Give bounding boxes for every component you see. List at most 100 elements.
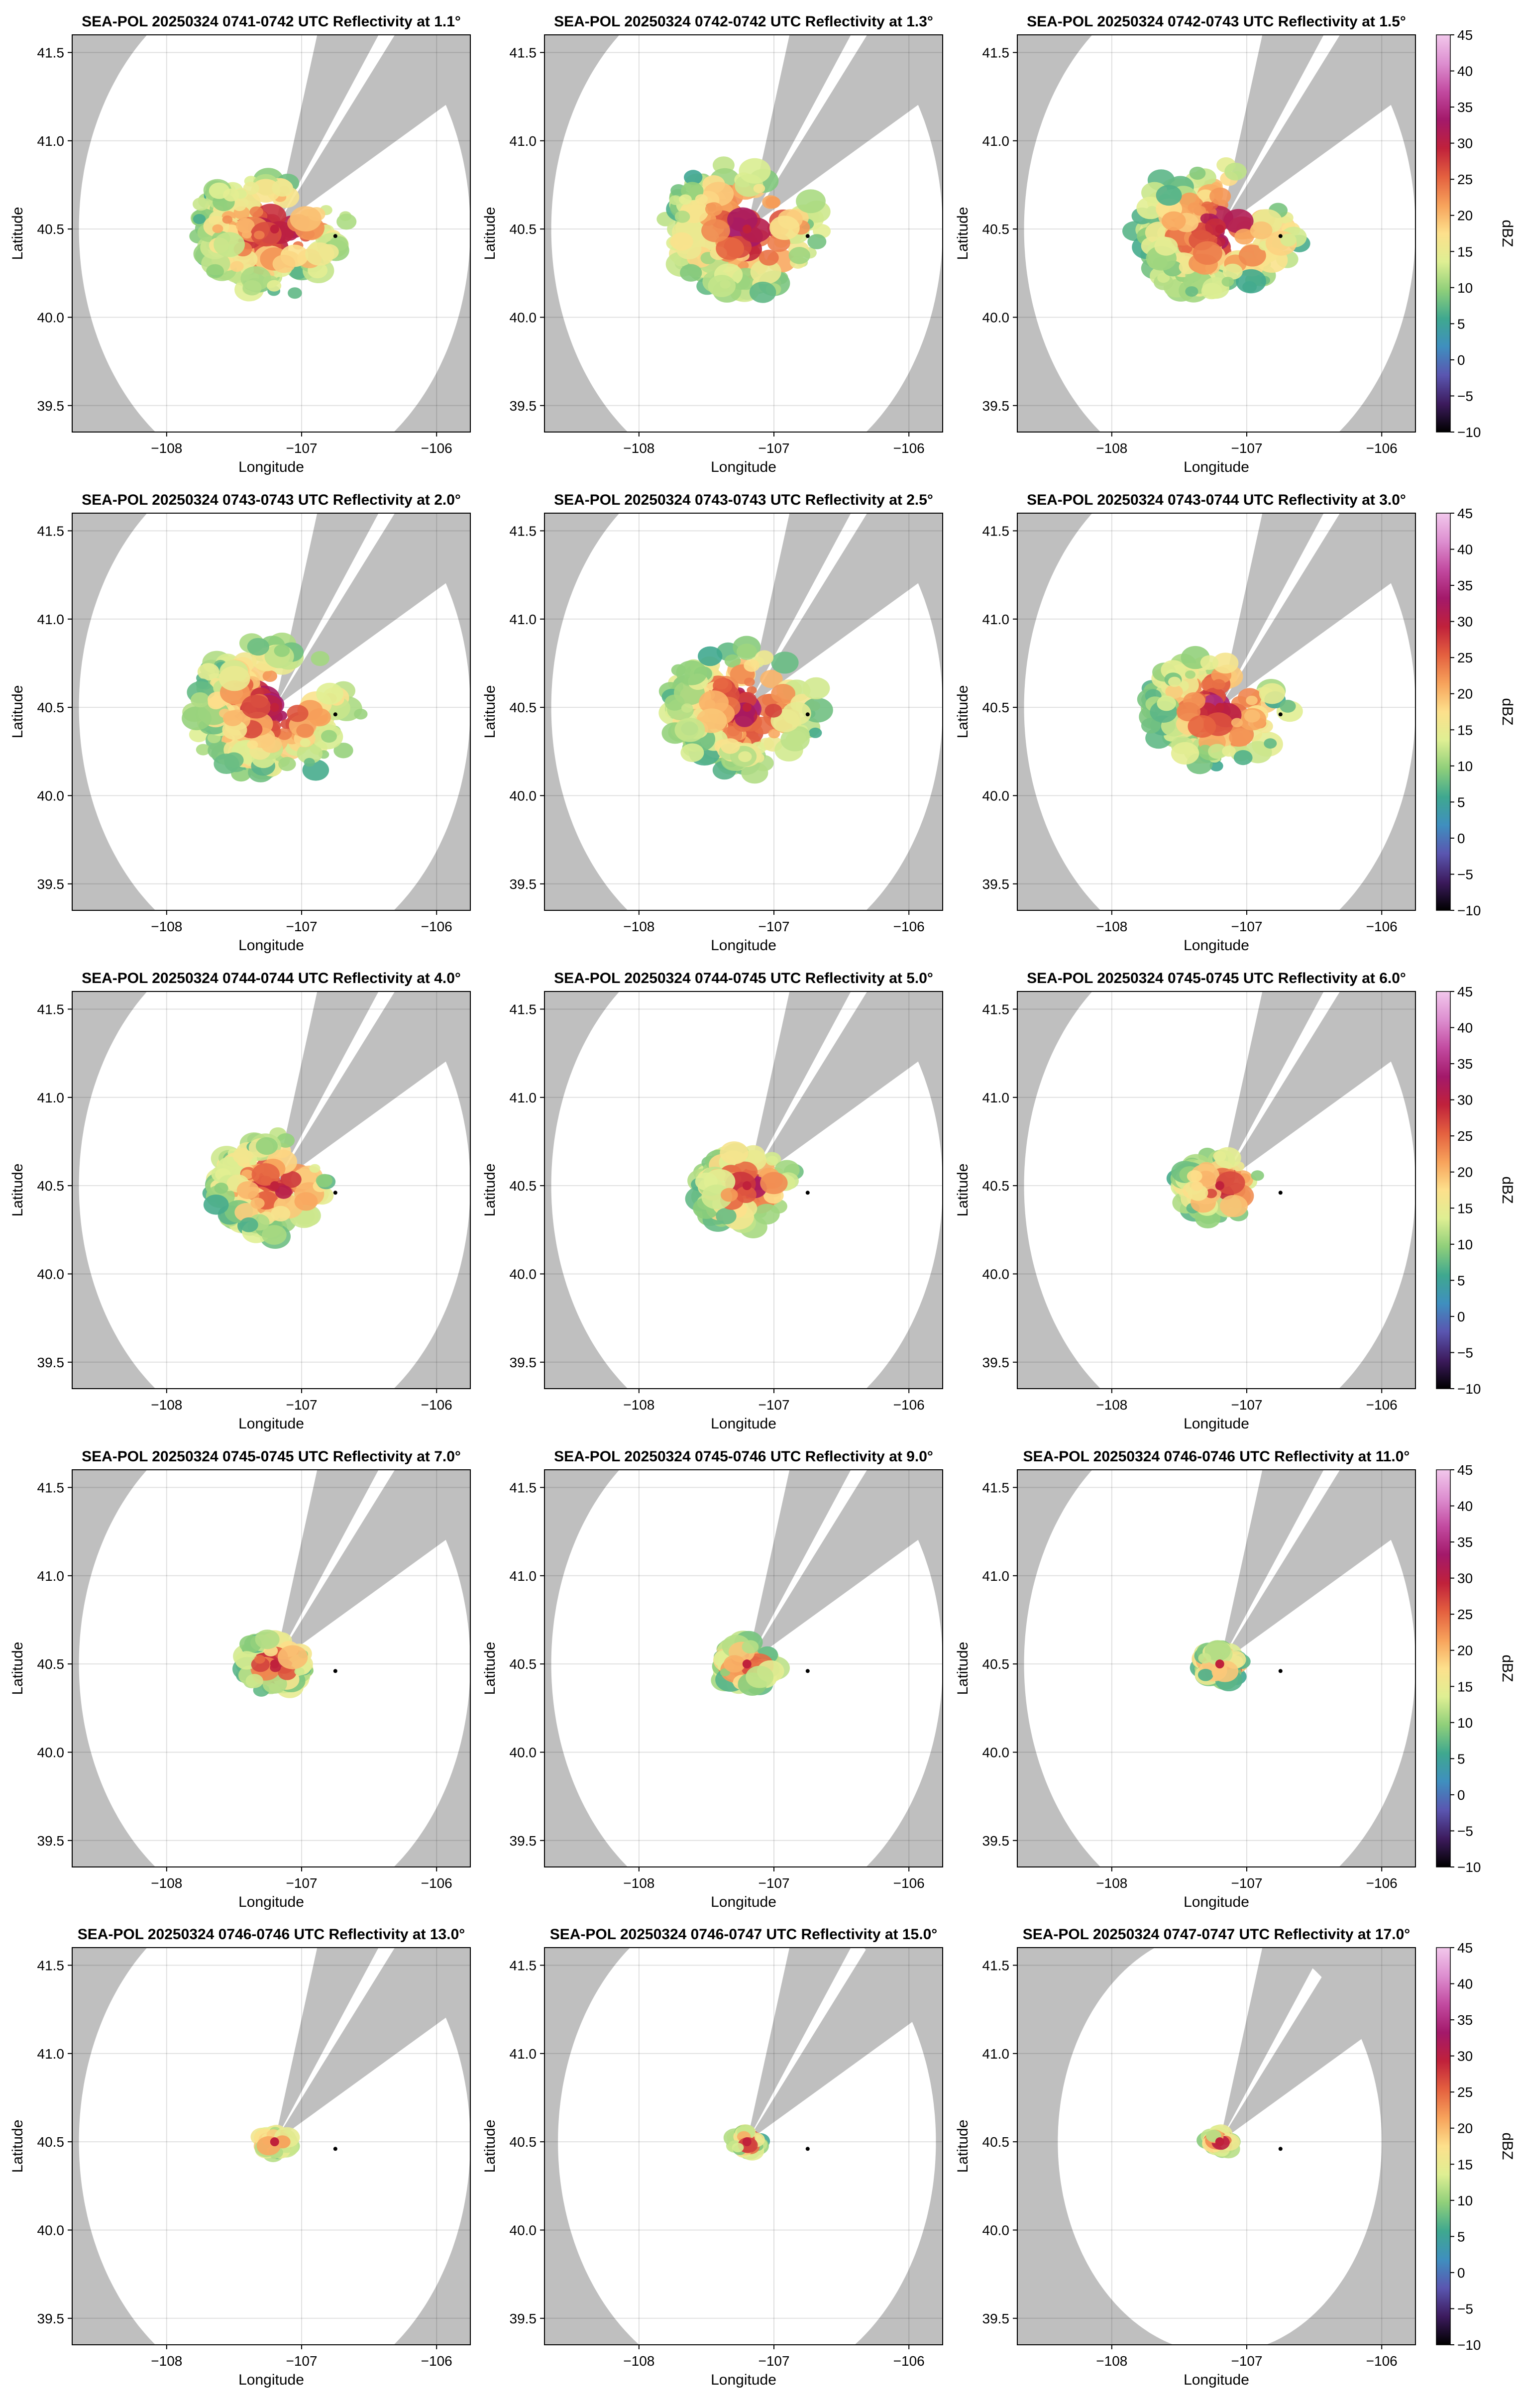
echo-cell	[699, 690, 729, 714]
colorbar-tick-label: 20	[1457, 2121, 1473, 2136]
y-tick-label: 41.0	[982, 1568, 1010, 1584]
panel-title: SEA-POL 20250324 0747-0747 UTC Reflectiv…	[1023, 1926, 1410, 1943]
colorbar-scale	[1436, 991, 1451, 1389]
y-tick-label: 40.5	[37, 1656, 65, 1672]
y-tick-label: 40.5	[37, 221, 65, 237]
y-tick-label: 39.5	[982, 1355, 1010, 1370]
x-tick-label: −106	[1366, 1397, 1398, 1413]
echo-cell	[744, 659, 760, 672]
radar-site-echo	[270, 703, 279, 712]
colorbar-tick-label: 25	[1457, 172, 1473, 187]
x-tick-label: −106	[1366, 1875, 1398, 1891]
plot-area	[544, 991, 943, 1389]
echo-cell	[222, 710, 243, 726]
echo-cell	[674, 211, 690, 223]
echo-cell	[735, 1186, 757, 1204]
echo-cell	[741, 762, 768, 784]
location-marker	[805, 234, 810, 238]
x-tick-label: −108	[1096, 1397, 1127, 1413]
plot-area	[72, 1470, 470, 1867]
echo-cell	[333, 743, 353, 759]
x-tick-label: −107	[286, 1875, 317, 1891]
echo-cell	[771, 684, 795, 703]
colorbar: −10 −5 0 5 10 15 20 25 30 35 40 45 dBZ	[1436, 1462, 1516, 1875]
echo-cell	[1222, 263, 1243, 280]
reflectivity-echo	[1122, 157, 1310, 303]
colorbar-tick-label: 5	[1457, 1273, 1465, 1288]
panel-2: SEA-POL 20250324 0742-0742 UTC Reflectiv…	[482, 13, 943, 475]
y-tick-label: 40.0	[37, 1745, 65, 1760]
plot-area	[1017, 35, 1415, 432]
y-tick-label: 41.0	[510, 1090, 537, 1105]
x-axis-label: Longitude	[711, 2372, 776, 2388]
y-tick-label: 39.5	[510, 876, 537, 892]
colorbar-tick-label: 45	[1457, 1462, 1473, 1478]
echo-cell	[255, 1630, 280, 1649]
location-marker	[1278, 234, 1283, 238]
y-axis-label: Latitude	[955, 2120, 971, 2173]
y-tick-label: 41.5	[982, 45, 1010, 60]
echo-cell	[684, 170, 703, 185]
y-tick-label: 39.5	[37, 1355, 65, 1370]
echo-cell	[236, 218, 255, 233]
echo-cell	[1233, 750, 1253, 766]
colorbar-tick-label: 5	[1457, 2229, 1465, 2244]
radar-site-echo	[270, 1659, 279, 1669]
x-tick-label: −108	[623, 2353, 654, 2369]
panel-title: SEA-POL 20250324 0741-0742 UTC Reflectiv…	[82, 13, 461, 30]
y-tick-label: 40.0	[982, 1745, 1010, 1760]
echo-cell	[1246, 695, 1258, 705]
y-tick-label: 40.5	[510, 1656, 537, 1672]
colorbar-tick-label: 40	[1457, 1976, 1473, 1992]
colorbar-tick-label: 30	[1457, 136, 1473, 151]
colorbar-tick-label: 35	[1457, 1056, 1473, 1072]
panel-1: SEA-POL 20250324 0741-0742 UTC Reflectiv…	[9, 13, 471, 475]
y-tick-label: 41.0	[37, 2046, 65, 2062]
echo-cell	[1197, 1668, 1213, 1681]
colorbar-tick-label: 35	[1457, 578, 1473, 593]
echo-cell	[267, 280, 282, 292]
echo-cell	[735, 711, 755, 727]
x-tick-label: −107	[1231, 1397, 1262, 1413]
colorbar-tick-label: −5	[1457, 1345, 1473, 1360]
radar-site-echo	[1215, 224, 1224, 234]
plot-area	[1017, 1948, 1415, 2345]
reflectivity-echo	[1137, 646, 1303, 774]
colorbar-tick-label: −10	[1457, 2337, 1481, 2353]
y-tick-label: 40.0	[37, 1266, 65, 1282]
axes-frame	[1017, 1947, 1416, 2345]
location-marker	[333, 2147, 337, 2151]
colorbar-scale	[1436, 1469, 1451, 1867]
radar-site-echo	[1215, 1181, 1224, 1191]
x-axis-label: Longitude	[711, 1894, 776, 1910]
panel-9: SEA-POL 20250324 0745-0745 UTC Reflectiv…	[955, 970, 1516, 1432]
reflectivity-echo	[232, 1630, 314, 1698]
echo-cell	[302, 229, 315, 239]
echo-cell	[674, 718, 705, 742]
panel-title: SEA-POL 20250324 0744-0744 UTC Reflectiv…	[82, 970, 461, 986]
colorbar-tick-label: 45	[1457, 1940, 1473, 1956]
x-tick-label: −108	[151, 1875, 182, 1891]
echo-cell	[316, 682, 343, 705]
panel-title: SEA-POL 20250324 0745-0745 UTC Reflectiv…	[1027, 970, 1406, 986]
y-axis-label: Latitude	[955, 207, 971, 260]
x-tick-label: −108	[151, 1397, 182, 1413]
colorbar-tick-label: 15	[1457, 1679, 1473, 1694]
echo-cell	[766, 1156, 778, 1166]
colorbar-tick-label: 0	[1457, 1309, 1465, 1324]
echo-cell	[744, 677, 755, 686]
y-tick-label: 40.0	[37, 2222, 65, 2238]
y-tick-label: 40.5	[37, 2134, 65, 2150]
colorbar-tick-label: −5	[1457, 2301, 1473, 2316]
echo-cell	[764, 704, 782, 718]
reflectivity-echo	[182, 633, 368, 782]
x-tick-label: −107	[758, 919, 789, 934]
echo-cell	[1141, 718, 1161, 734]
x-tick-label: −106	[1366, 2353, 1398, 2369]
plot-area	[544, 1948, 943, 2345]
panel-13: SEA-POL 20250324 0746-0746 UTC Reflectiv…	[9, 1926, 471, 2388]
echo-cell	[1264, 738, 1277, 749]
colorbar-tick-label: 40	[1457, 64, 1473, 79]
echo-cell	[738, 261, 749, 270]
echo-cell	[218, 665, 250, 691]
